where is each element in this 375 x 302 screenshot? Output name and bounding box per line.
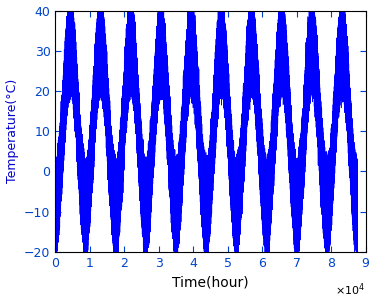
Y-axis label: Temperature(°C): Temperature(°C) (6, 79, 18, 183)
Text: $\times10^4$: $\times10^4$ (335, 281, 366, 297)
X-axis label: Time(hour): Time(hour) (172, 275, 249, 289)
